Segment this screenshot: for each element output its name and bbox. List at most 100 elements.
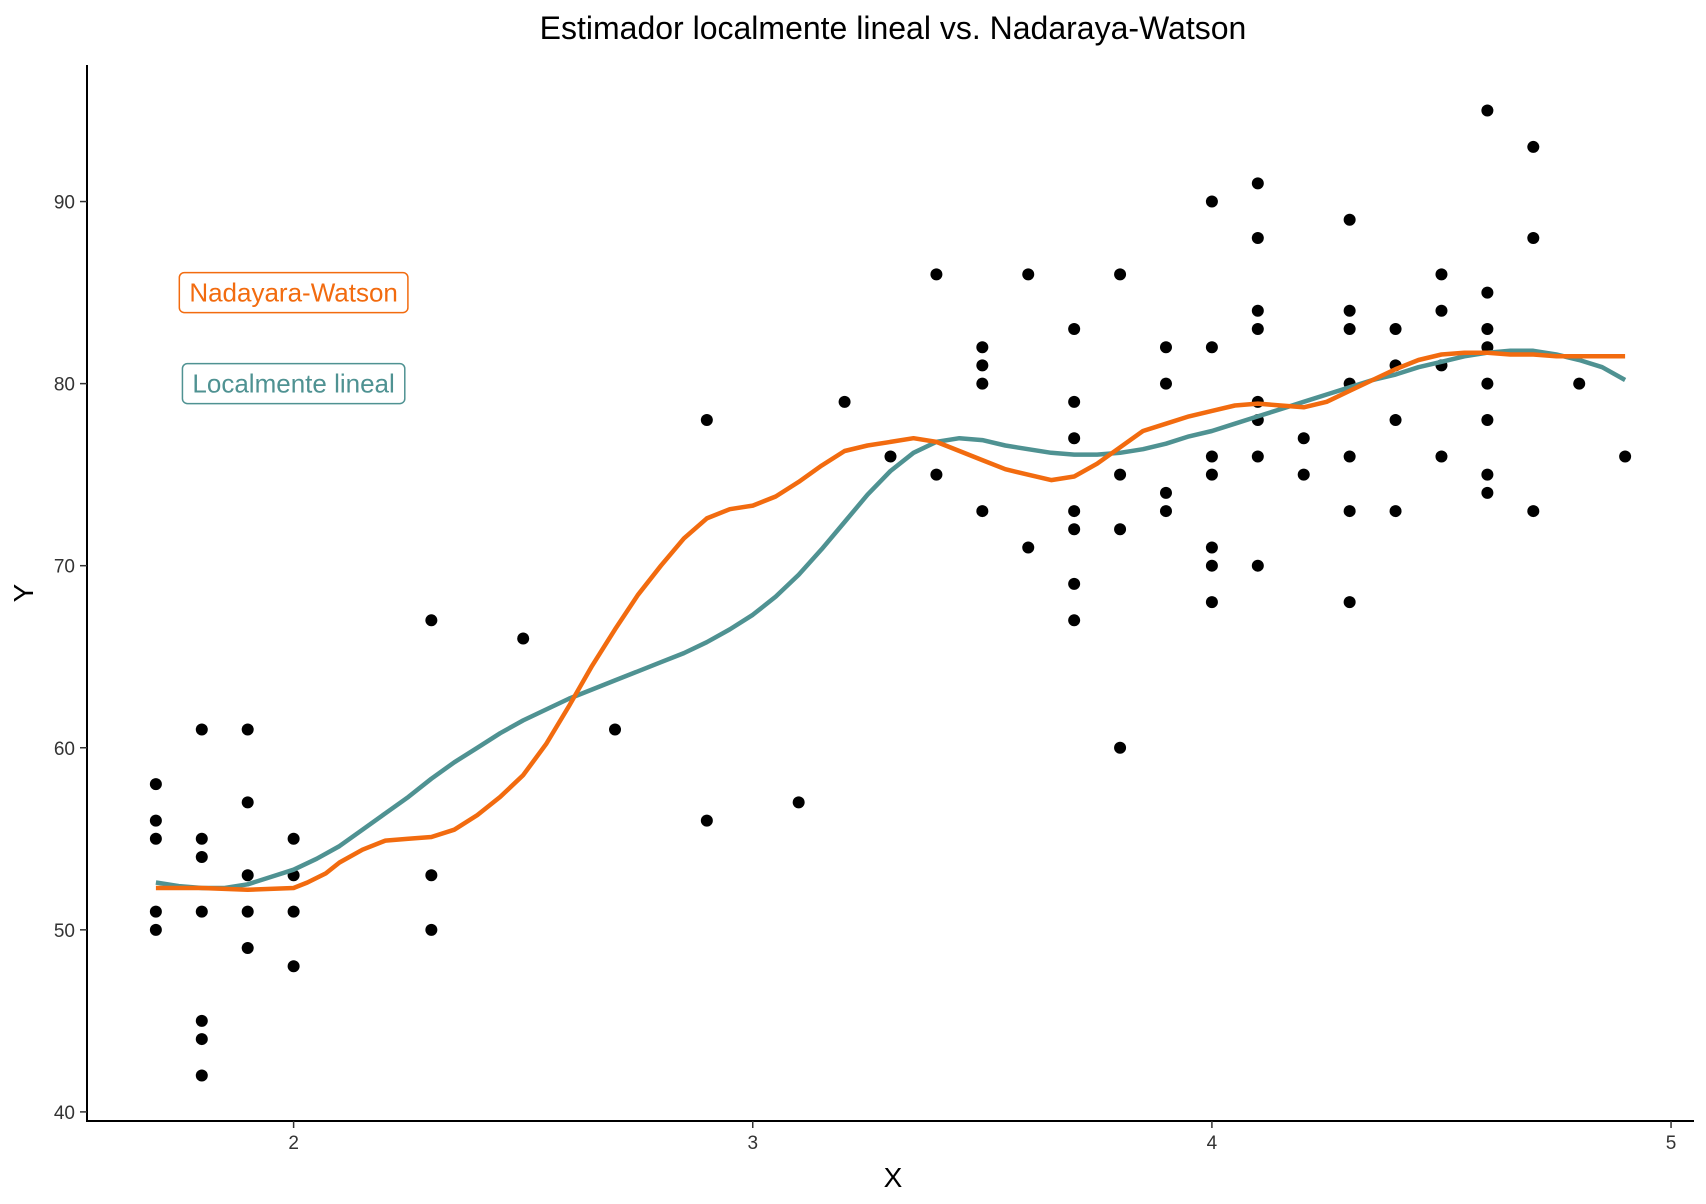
data-point bbox=[1068, 523, 1081, 536]
annotation-label: Localmente lineal bbox=[192, 369, 394, 399]
data-point bbox=[1297, 432, 1310, 445]
annotation-label: Nadayara-Watson bbox=[189, 278, 398, 308]
data-point bbox=[1481, 486, 1494, 499]
data-point bbox=[517, 632, 530, 645]
data-point bbox=[287, 905, 300, 918]
data-point bbox=[1159, 486, 1172, 499]
data-point bbox=[1114, 268, 1127, 281]
y-tick-label: 40 bbox=[54, 1103, 75, 1124]
data-point bbox=[1389, 414, 1402, 427]
data-point bbox=[1068, 432, 1081, 445]
data-point bbox=[1068, 505, 1081, 518]
annotation-ll: Localmente lineal bbox=[181, 362, 406, 405]
data-point bbox=[1251, 177, 1264, 190]
annotation-box bbox=[181, 362, 406, 405]
x-ticks: 2 3 4 5 bbox=[288, 1121, 1676, 1154]
y-tick-label: 90 bbox=[54, 193, 75, 214]
data-point bbox=[241, 723, 254, 736]
data-point bbox=[1159, 341, 1172, 354]
data-point bbox=[1205, 559, 1218, 572]
data-point bbox=[1481, 414, 1494, 427]
data-point bbox=[195, 1069, 208, 1082]
data-point bbox=[792, 796, 805, 809]
data-point bbox=[1389, 323, 1402, 335]
data-point bbox=[195, 905, 208, 918]
data-point bbox=[1251, 323, 1264, 335]
data-point bbox=[1159, 377, 1172, 390]
data-point bbox=[1022, 541, 1035, 554]
data-point bbox=[149, 923, 162, 936]
data-point bbox=[287, 832, 300, 845]
data-point bbox=[1527, 505, 1540, 518]
data-point bbox=[195, 723, 208, 736]
data-point bbox=[1435, 450, 1448, 463]
data-point bbox=[1389, 505, 1402, 518]
data-point bbox=[195, 851, 208, 863]
series-line-nadayara-watson bbox=[155, 350, 1626, 893]
x-tick-label: 3 bbox=[747, 1133, 758, 1154]
data-point bbox=[1343, 323, 1356, 335]
data-point bbox=[1481, 104, 1494, 117]
data-point bbox=[195, 1033, 208, 1046]
annotation-nw: Nadayara-Watson bbox=[178, 271, 409, 314]
y-tick-label: 60 bbox=[54, 739, 75, 760]
annotation-box bbox=[178, 271, 409, 314]
data-point bbox=[149, 814, 162, 827]
data-point bbox=[241, 869, 254, 882]
data-point bbox=[930, 468, 943, 481]
data-point bbox=[1297, 468, 1310, 481]
data-point bbox=[1481, 468, 1494, 481]
data-point bbox=[1251, 304, 1264, 317]
annotations: Nadayara-Watson Localmente lineal bbox=[178, 271, 409, 405]
data-point bbox=[700, 414, 713, 427]
data-point bbox=[1205, 596, 1218, 609]
data-point bbox=[1068, 395, 1081, 408]
data-point bbox=[976, 377, 989, 390]
data-point bbox=[1343, 213, 1356, 226]
x-tick-label: 4 bbox=[1207, 1133, 1218, 1154]
data-point bbox=[1205, 468, 1218, 481]
data-point bbox=[425, 923, 438, 936]
data-point bbox=[976, 505, 989, 518]
x-axis-label: X bbox=[884, 1162, 903, 1193]
data-point bbox=[1481, 377, 1494, 390]
data-point bbox=[1343, 304, 1356, 317]
data-point bbox=[1481, 286, 1494, 299]
y-axis-label: Y bbox=[8, 583, 39, 602]
x-tick-label: 5 bbox=[1666, 1133, 1677, 1154]
data-point bbox=[1068, 614, 1081, 627]
data-point bbox=[1205, 450, 1218, 463]
data-point bbox=[1527, 140, 1540, 153]
data-point bbox=[1573, 377, 1586, 390]
data-point bbox=[1481, 323, 1494, 335]
data-point bbox=[149, 905, 162, 918]
data-point bbox=[195, 832, 208, 845]
chart-title: Estimador localmente lineal vs. Nadaraya… bbox=[540, 10, 1247, 46]
data-point bbox=[1435, 304, 1448, 317]
data-point bbox=[1159, 505, 1172, 518]
data-point bbox=[1068, 577, 1081, 590]
data-point bbox=[241, 905, 254, 918]
data-point bbox=[287, 960, 300, 973]
data-point bbox=[425, 869, 438, 882]
data-point bbox=[1251, 450, 1264, 463]
plot-area bbox=[149, 104, 1632, 1082]
data-point bbox=[1114, 741, 1127, 754]
data-point bbox=[1205, 195, 1218, 208]
data-point bbox=[195, 1014, 208, 1027]
data-point bbox=[1343, 505, 1356, 518]
data-point bbox=[1114, 468, 1127, 481]
data-point bbox=[1527, 231, 1540, 244]
data-point bbox=[1343, 596, 1356, 609]
y-tick-label: 70 bbox=[54, 557, 75, 578]
data-point bbox=[241, 942, 254, 955]
data-point bbox=[1251, 231, 1264, 244]
data-point bbox=[700, 814, 713, 827]
series-line-localmente-lineal bbox=[155, 348, 1627, 891]
data-point bbox=[1068, 323, 1081, 335]
scatter-points bbox=[149, 104, 1632, 1082]
data-point bbox=[241, 796, 254, 809]
data-point bbox=[1205, 541, 1218, 554]
data-point bbox=[930, 268, 943, 281]
